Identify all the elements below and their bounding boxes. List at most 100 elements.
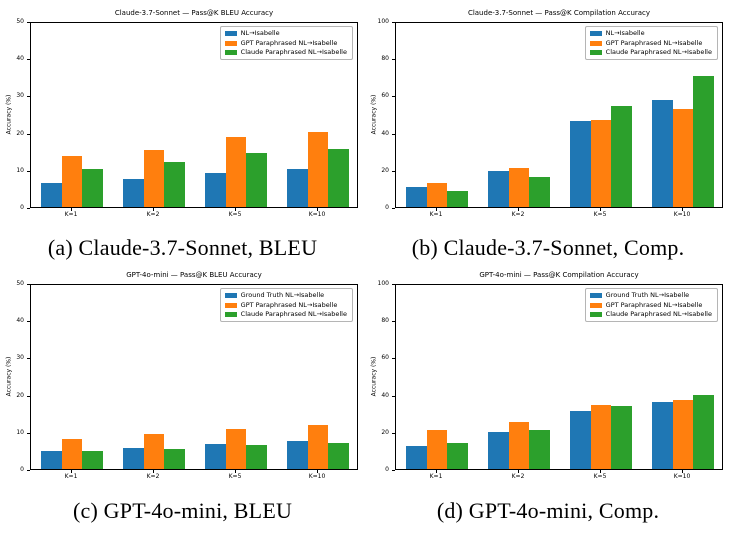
x-tick-label: K=5 [593, 473, 607, 480]
x-tick-label: K=1 [429, 473, 443, 480]
y-tick-mark [27, 432, 30, 434]
x-tick-mark [682, 208, 683, 211]
y-tick-label: 50 [16, 18, 24, 25]
y-tick-mark [392, 133, 395, 135]
legend-item: NL→Isabelle [224, 29, 347, 37]
legend-label: GPT Paraphrased NL→Isabelle [240, 38, 338, 47]
y-tick-label: 80 [381, 317, 389, 325]
y-tick-mark [27, 170, 30, 172]
y-tick-mark [392, 208, 395, 209]
bar-k=2-series-1 [143, 150, 165, 207]
y-tick-mark [27, 22, 30, 23]
y-axis-label: Accuracy (%) [370, 356, 378, 397]
x-tick-mark [518, 470, 519, 473]
bar-k=10-series-0 [652, 401, 673, 469]
chart-title: GPT-4o-mini — Pass@K BLEU Accuracy [126, 271, 262, 279]
x-tick-mark [436, 208, 437, 211]
bar-k=2-series-1 [143, 434, 165, 469]
legend-swatch-icon [589, 312, 602, 317]
legend-label: NL→Isabelle [605, 29, 645, 37]
x-tick-label: K=2 [511, 473, 525, 480]
y-axis-label: Accuracy (%) [5, 356, 13, 397]
y-tick-mark [27, 321, 30, 323]
legend-item: GPT Paraphrased NL→Isabelle [224, 300, 347, 309]
y-tick-label: 20 [16, 391, 24, 399]
bar-k=1-series-1 [61, 438, 83, 469]
bar-k=2-series-0 [488, 432, 509, 469]
y-tick-mark [27, 96, 30, 98]
x-tick-label: K=5 [593, 211, 607, 218]
figure-pass-at-k-grid: Claude-3.7-Sonnet — Pass@K BLEU Accuracy… [0, 5, 723, 523]
legend-swatch-icon [589, 50, 602, 55]
legend-item: Claude Paraphrased NL→Isabelle [224, 311, 347, 318]
bar-k=5-series-0 [205, 444, 226, 469]
bar-k=1-series-2 [447, 191, 468, 207]
legend-label: Ground Truth NL→Isabelle [605, 291, 690, 299]
y-tick-label: 0 [20, 466, 24, 473]
y-tick-mark [392, 470, 395, 471]
y-tick-label: 30 [16, 92, 24, 100]
y-tick-label: 60 [381, 92, 389, 100]
legend-swatch-icon [224, 40, 237, 46]
y-tick-label: 0 [385, 466, 389, 473]
legend-item: GPT Paraphrased NL→Isabelle [589, 301, 712, 309]
y-tick-mark [392, 22, 395, 23]
bar-k=5-series-0 [205, 172, 226, 207]
y-tick-label: 0 [20, 204, 24, 211]
bar-k=10-series-2 [328, 148, 349, 207]
y-tick-mark [27, 358, 30, 360]
y-tick-label: 100 [377, 18, 389, 25]
chart-title: Claude-3.7-Sonnet — Pass@K Compilation A… [467, 9, 651, 17]
bar-k=10-series-0 [287, 441, 308, 469]
legend-item: Claude Paraphrased NL→Isabelle [589, 310, 712, 318]
bar-k=5-series-0 [570, 411, 591, 469]
y-tick-mark [27, 470, 30, 471]
legend-swatch-icon [589, 40, 602, 46]
x-tick-label: K=1 [64, 473, 78, 480]
bar-k=10-series-2 [328, 442, 349, 469]
x-tick-mark [153, 470, 154, 473]
bar-k=5-series-2 [246, 152, 267, 207]
y-tick-mark [392, 96, 395, 98]
y-tick-label: 0 [385, 204, 389, 211]
chart-title: Claude-3.7-Sonnet — Pass@K BLEU Accuracy [114, 9, 274, 17]
x-tick-mark [235, 470, 236, 473]
bar-k=5-series-1 [590, 404, 612, 469]
x-tick-label: K=2 [146, 211, 160, 218]
bar-k=2-series-0 [488, 171, 509, 207]
legend-swatch-icon [224, 312, 237, 317]
legend-swatch-icon [224, 293, 237, 298]
bar-k=2-series-1 [508, 168, 530, 207]
y-tick-label: 80 [381, 55, 389, 63]
y-tick-label: 40 [381, 129, 389, 137]
x-tick-mark [600, 208, 601, 211]
chart-gpt4o-mini-bleu: GPT-4o-mini — Pass@K BLEU Accuracy Accura… [0, 267, 365, 491]
legend-label: NL→Isabelle [240, 29, 280, 37]
x-tick-mark [600, 470, 601, 473]
bar-k=5-series-1 [225, 428, 247, 469]
y-tick-label: 40 [16, 317, 24, 325]
legend: Ground Truth NL→Isabelle GPT Paraphrased … [219, 288, 353, 322]
y-tick-mark [392, 170, 395, 172]
bar-k=2-series-1 [508, 422, 530, 469]
y-tick-label: 100 [377, 280, 389, 287]
bar-k=10-series-1 [672, 108, 694, 207]
legend-label: Claude Paraphrased NL→Isabelle [605, 310, 712, 318]
y-tick-mark [392, 59, 395, 61]
bar-k=10-series-1 [307, 131, 329, 207]
legend-label: Claude Paraphrased NL→Isabelle [605, 48, 712, 56]
y-tick-label: 60 [381, 354, 389, 362]
y-tick-label: 40 [16, 55, 24, 63]
y-tick-mark [27, 208, 30, 209]
y-tick-label: 20 [381, 428, 389, 436]
bar-k=1-series-1 [426, 183, 448, 207]
bar-k=2-series-0 [123, 447, 144, 469]
bar-k=10-series-2 [693, 76, 714, 207]
legend-label: GPT Paraphrased NL→Isabelle [240, 300, 338, 309]
bar-k=10-series-1 [672, 400, 694, 469]
chart-claude-sonnet-bleu: Claude-3.7-Sonnet — Pass@K BLEU Accuracy… [0, 5, 365, 229]
x-tick-mark [682, 470, 683, 473]
bar-k=1-series-1 [61, 155, 83, 207]
legend-item: GPT Paraphrased NL→Isabelle [589, 39, 712, 47]
caption-c: (c) GPT-4o-mini, BLEU [72, 498, 293, 523]
